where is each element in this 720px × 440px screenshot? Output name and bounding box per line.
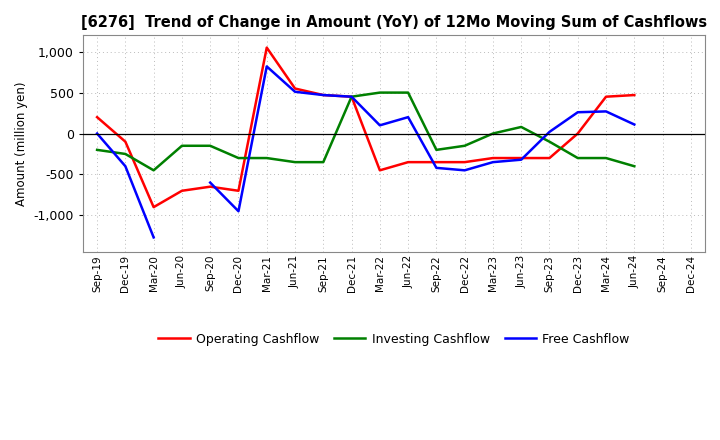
Investing Cashflow — [178, 143, 186, 148]
Operating Cashflow — [234, 188, 243, 194]
Operating Cashflow — [291, 86, 300, 91]
Operating Cashflow — [404, 160, 413, 165]
Free Cashflow — [149, 235, 158, 240]
Operating Cashflow — [347, 94, 356, 99]
Operating Cashflow — [630, 92, 639, 98]
Operating Cashflow — [93, 114, 102, 120]
Operating Cashflow — [460, 160, 469, 165]
Investing Cashflow — [460, 143, 469, 148]
Operating Cashflow — [121, 139, 130, 144]
Investing Cashflow — [432, 147, 441, 153]
Investing Cashflow — [545, 139, 554, 144]
Investing Cashflow — [573, 155, 582, 161]
Investing Cashflow — [630, 164, 639, 169]
Y-axis label: Amount (million yen): Amount (million yen) — [15, 81, 28, 206]
Operating Cashflow — [149, 205, 158, 210]
Investing Cashflow — [149, 168, 158, 173]
Line: Free Cashflow: Free Cashflow — [97, 133, 153, 238]
Free Cashflow — [121, 164, 130, 169]
Investing Cashflow — [347, 94, 356, 99]
Investing Cashflow — [93, 147, 102, 153]
Investing Cashflow — [121, 151, 130, 157]
Legend: Operating Cashflow, Investing Cashflow, Free Cashflow: Operating Cashflow, Investing Cashflow, … — [153, 328, 634, 351]
Investing Cashflow — [291, 160, 300, 165]
Investing Cashflow — [376, 90, 384, 95]
Operating Cashflow — [432, 160, 441, 165]
Title: [6276]  Trend of Change in Amount (YoY) of 12Mo Moving Sum of Cashflows: [6276] Trend of Change in Amount (YoY) o… — [81, 15, 707, 30]
Investing Cashflow — [262, 155, 271, 161]
Investing Cashflow — [234, 155, 243, 161]
Operating Cashflow — [517, 155, 526, 161]
Operating Cashflow — [602, 94, 611, 99]
Investing Cashflow — [517, 125, 526, 130]
Line: Investing Cashflow: Investing Cashflow — [97, 92, 634, 170]
Line: Operating Cashflow: Operating Cashflow — [97, 48, 634, 207]
Operating Cashflow — [545, 155, 554, 161]
Operating Cashflow — [319, 92, 328, 98]
Investing Cashflow — [319, 160, 328, 165]
Operating Cashflow — [178, 188, 186, 194]
Investing Cashflow — [404, 90, 413, 95]
Investing Cashflow — [602, 155, 611, 161]
Operating Cashflow — [376, 168, 384, 173]
Free Cashflow — [93, 131, 102, 136]
Investing Cashflow — [206, 143, 215, 148]
Operating Cashflow — [573, 131, 582, 136]
Investing Cashflow — [489, 131, 498, 136]
Operating Cashflow — [489, 155, 498, 161]
Operating Cashflow — [206, 184, 215, 189]
Operating Cashflow — [262, 45, 271, 50]
